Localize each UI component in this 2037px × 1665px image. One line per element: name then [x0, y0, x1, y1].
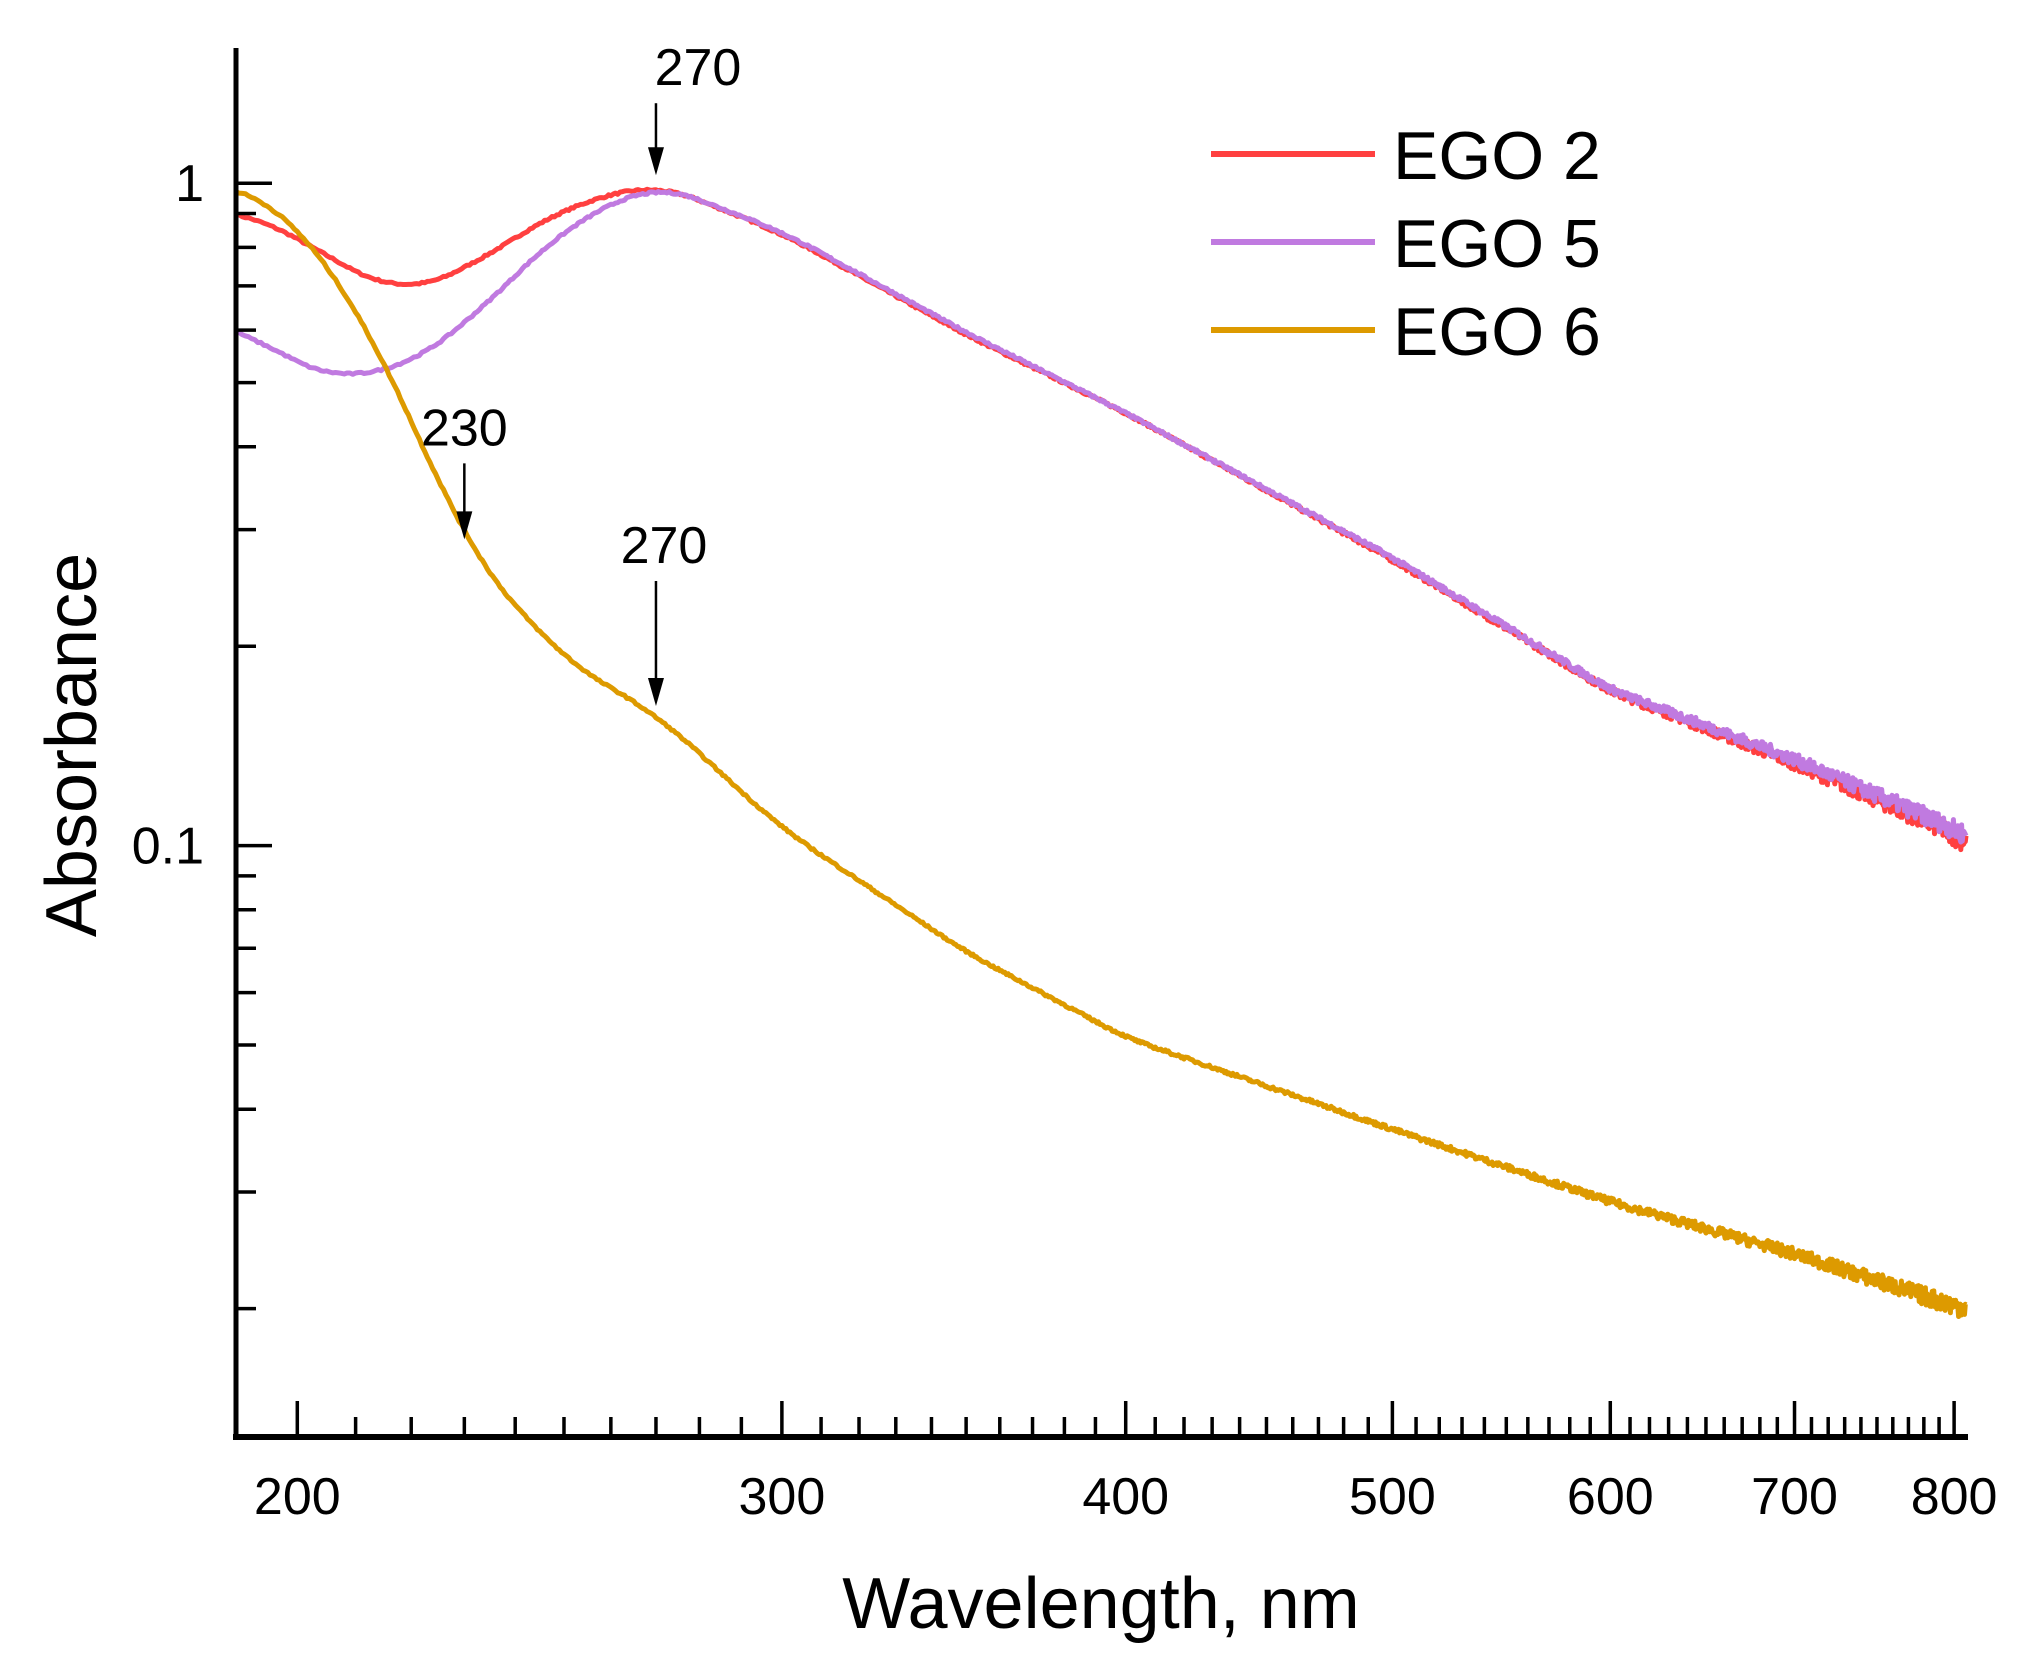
legend-item: EGO 5: [1211, 206, 1601, 282]
series-line-ego-6: [234, 189, 1968, 1319]
legend-item: EGO 2: [1211, 118, 1601, 194]
arrowhead-icon: [456, 511, 473, 540]
annotation-label: 230: [421, 399, 508, 457]
peak-annotation: 270: [621, 517, 708, 707]
plot-curves: [234, 186, 1969, 1319]
x-tick-label: 300: [739, 1468, 826, 1526]
peak-annotation: 270: [647, 39, 742, 176]
axes: [233, 48, 1968, 1440]
legend-label: EGO 5: [1393, 206, 1601, 282]
annotation-label: 270: [655, 39, 742, 97]
legend-label: EGO 2: [1393, 118, 1601, 194]
legend: EGO 2 EGO 5 EGO 6: [1211, 118, 1601, 370]
x-tick-label: 600: [1567, 1468, 1654, 1526]
legend-label: EGO 6: [1393, 294, 1601, 370]
series-line-ego-2: [235, 186, 1969, 853]
y-tick-label: 0.1: [132, 818, 204, 876]
annotations: 270 230 270: [421, 39, 742, 707]
peak-annotation: 230: [421, 399, 508, 540]
x-ticks: 200 300 400 500 600 700 800: [254, 1401, 1998, 1526]
y-tick-label: 1: [175, 155, 204, 213]
arrowhead-icon: [647, 147, 664, 176]
y-ticks: 0.11: [132, 155, 272, 1311]
x-tick-label: 700: [1751, 1468, 1838, 1526]
y-axis-title: Absorbance: [32, 553, 112, 937]
arrowhead-icon: [647, 678, 664, 707]
x-tick-label: 500: [1349, 1468, 1436, 1526]
legend-item: EGO 6: [1211, 294, 1601, 370]
x-axis-title: Wavelength, nm: [842, 1564, 1360, 1644]
series-line-ego-5: [235, 189, 1969, 845]
annotation-label: 270: [621, 517, 708, 575]
x-tick-label: 200: [254, 1468, 341, 1526]
x-tick-label: 400: [1082, 1468, 1169, 1526]
x-tick-label: 800: [1911, 1468, 1998, 1526]
